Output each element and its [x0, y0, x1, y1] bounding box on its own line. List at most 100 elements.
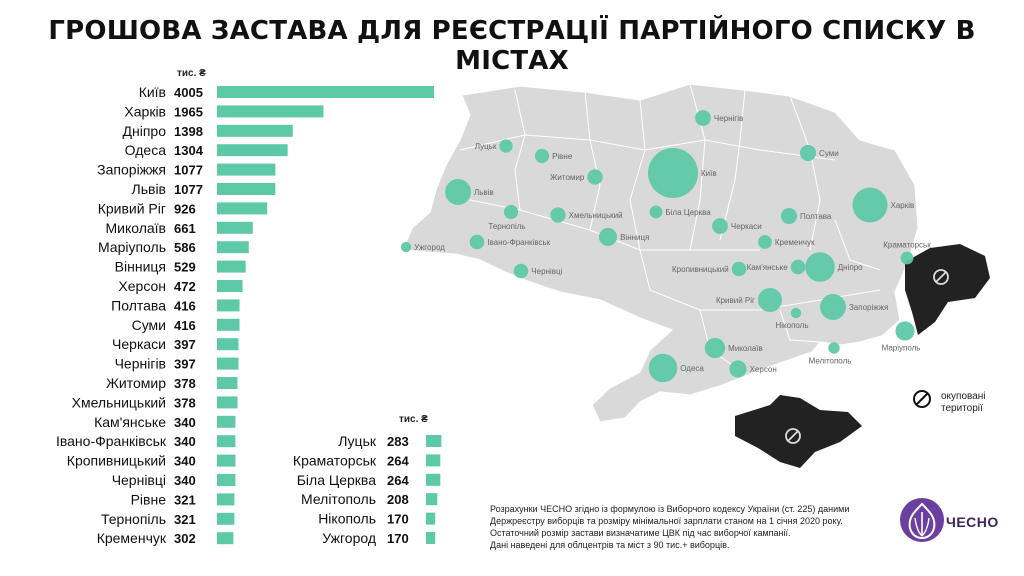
- map-label-суми: Суми: [819, 149, 839, 158]
- value-label-кропивницький: 340: [174, 454, 196, 469]
- value-label-чернівці: 340: [174, 473, 196, 488]
- category-label-дніпро: Дніпро: [123, 123, 167, 139]
- map-label-ужгород: Ужгород: [414, 243, 445, 252]
- value-label-полтава: 416: [174, 298, 196, 313]
- map-label-одеса: Одеса: [680, 364, 704, 373]
- value-label-нікополь: 170: [387, 512, 409, 527]
- category-label-львів: Львів: [132, 181, 166, 197]
- occupied-legend-line2: території: [941, 403, 983, 414]
- category-label-луцьк: Луцьк: [338, 433, 377, 449]
- category-label-чернігів: Чернігів: [115, 356, 166, 372]
- value-label-мелітополь: 208: [387, 492, 409, 507]
- map-marker-житомир: [587, 169, 603, 185]
- map-label-херсон: Херсон: [750, 365, 777, 374]
- bar-суми: [217, 318, 240, 331]
- bar-кривий-ріг: [217, 202, 268, 215]
- value-label-чернігів: 397: [174, 357, 196, 372]
- footnote-line: Держреєстру виборців та розміру мінімаль…: [490, 516, 843, 526]
- bar-миколаїв: [217, 221, 253, 234]
- map-marker-вінниця: [598, 227, 618, 247]
- map-marker-мелітополь: [828, 342, 840, 354]
- page-title: ГРОШОВА ЗАСТАВА ДЛЯ РЕЄСТРАЦІЇ ПАРТІЙНОГ…: [48, 16, 976, 76]
- map-marker-рівне: [534, 148, 550, 164]
- brand-name: ЧЕСНО: [946, 514, 999, 530]
- map-label-краматорськ: Краматорськ: [883, 241, 931, 250]
- bar-черкаси: [217, 338, 239, 351]
- bar-мелітополь: [426, 493, 438, 506]
- bar-нікополь: [426, 512, 436, 525]
- map-marker-кам-янське: [790, 259, 806, 275]
- map-label-миколаїв: Миколаїв: [728, 344, 763, 353]
- map-label-вінниця: Вінниця: [620, 233, 649, 242]
- map-marker-ужгород: [400, 241, 412, 253]
- region-borders: [459, 83, 881, 371]
- occupied-zone-marker-crimea: [785, 428, 801, 444]
- bar-київ: [217, 86, 434, 98]
- bar-panel-secondary: Луцьк 283 Краматорськ 264 Біла Церква 264 Мелі…: [293, 433, 442, 546]
- category-label-харків: Харків: [124, 103, 166, 119]
- bar-луцьк: [426, 435, 442, 447]
- category-label-рівне: Рівне: [131, 491, 167, 507]
- value-label-івано-франківськ: 340: [174, 434, 196, 449]
- map-label-запоріжжя: Запоріжжя: [849, 303, 888, 312]
- value-label-миколаїв: 661: [174, 221, 196, 236]
- map-label-львів: Львів: [474, 188, 494, 197]
- map-label-кременчук: Кременчук: [775, 238, 815, 247]
- category-label-полтава: Полтава: [111, 297, 166, 313]
- map-marker-полтава: [780, 207, 798, 225]
- value-label-одеса: 1304: [174, 143, 204, 158]
- category-label-біла-церква: Біла Церква: [297, 472, 376, 488]
- category-label-миколаїв: Миколаїв: [105, 220, 166, 236]
- map-marker-львів: [445, 179, 471, 205]
- map-marker-нікополь: [790, 307, 802, 319]
- bar-кропивницький: [217, 454, 236, 467]
- map-marker-кременчук: [758, 235, 772, 249]
- category-label-черкаси: Черкаси: [112, 336, 166, 352]
- map-marker-чернігів: [695, 110, 711, 126]
- bar-житомир: [217, 377, 238, 389]
- value-label-ужгород: 170: [387, 531, 409, 546]
- unit-label-main: тис. ₴: [177, 68, 206, 79]
- occupied-legend: окуповані території: [941, 391, 986, 415]
- map-marker-херсон: [729, 360, 747, 378]
- bar-вінниця: [217, 260, 246, 273]
- category-label-івано-франківськ: Івано-Франківськ: [56, 433, 167, 449]
- map-label-дніпро: Дніпро: [838, 263, 863, 272]
- bar-львів: [217, 183, 276, 195]
- category-label-житомир: Житомир: [106, 375, 166, 391]
- bar-івано-франківськ: [217, 435, 236, 448]
- bar-чернівці: [217, 474, 236, 486]
- map-label-чернігів: Чернігів: [714, 114, 743, 123]
- map-label-полтава: Полтава: [800, 212, 832, 221]
- map-marker-запоріжжя: [820, 294, 846, 320]
- no-entry-icon: [913, 390, 931, 408]
- map-marker-чернівці: [513, 263, 529, 279]
- map-label-івано-франківськ: Івано-Франківськ: [487, 238, 550, 247]
- map-label-тернопіль: Тернопіль: [488, 222, 525, 231]
- value-label-черкаси: 397: [174, 337, 196, 352]
- map-label-біла-церква: Біла Церква: [665, 208, 711, 217]
- map-marker-харків: [852, 187, 888, 223]
- map-label-кам-янське: Кам'янське: [747, 263, 789, 272]
- value-label-суми: 416: [174, 318, 196, 333]
- map-label-житомир: Житомир: [550, 173, 585, 182]
- category-label-вінниця: Вінниця: [115, 259, 166, 275]
- footnote-line: Дані наведені для облцентрів та міст з 9…: [490, 540, 730, 550]
- value-label-дніпро: 1398: [174, 124, 203, 139]
- map-label-мелітополь: Мелітополь: [809, 357, 852, 366]
- map-label-черкаси: Черкаси: [731, 222, 762, 231]
- map-label-хмельницький: Хмельницький: [569, 211, 623, 220]
- unit-label-secondary: тис. ₴: [399, 414, 428, 425]
- category-label-херсон: Херсон: [118, 278, 166, 294]
- bar-біла-церква: [426, 473, 441, 486]
- value-label-кривий-ріг: 926: [174, 201, 196, 216]
- map-label-маріуполь: Маріуполь: [882, 344, 921, 353]
- map-marker-миколаїв: [704, 337, 726, 359]
- bar-полтава: [217, 299, 240, 312]
- map-marker-маріуполь: [895, 321, 915, 341]
- category-label-суми: Суми: [132, 317, 166, 333]
- map-label-кропивницький: Кропивницький: [672, 265, 729, 274]
- value-label-хмельницький: 378: [174, 395, 196, 410]
- map-label-чернівці: Чернівці: [531, 267, 562, 276]
- value-label-київ: 4005: [174, 85, 203, 100]
